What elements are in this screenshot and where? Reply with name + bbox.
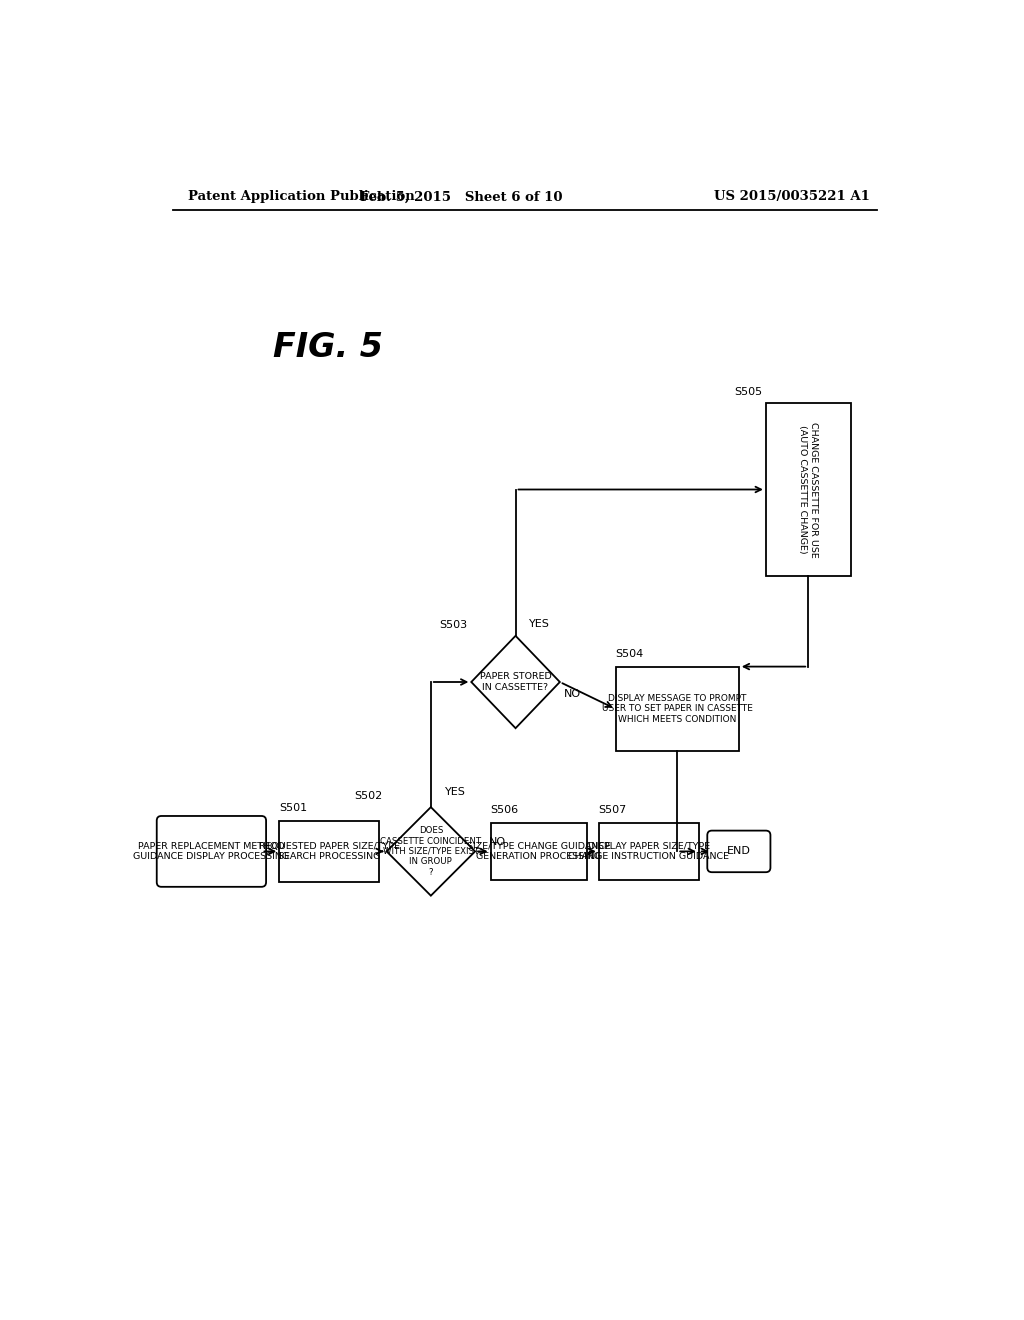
Text: YES: YES — [529, 619, 550, 630]
Text: SIZE/TYPE CHANGE GUIDANCE
GENERATION PROCESSING: SIZE/TYPE CHANGE GUIDANCE GENERATION PRO… — [467, 842, 610, 861]
Text: NO: NO — [489, 837, 506, 847]
Text: NO: NO — [563, 689, 581, 698]
Text: FIG. 5: FIG. 5 — [273, 330, 383, 363]
Text: S502: S502 — [354, 791, 383, 801]
Text: US 2015/0035221 A1: US 2015/0035221 A1 — [714, 190, 869, 203]
Text: END: END — [727, 846, 751, 857]
Bar — [490, 822, 587, 880]
FancyBboxPatch shape — [708, 830, 770, 873]
Text: Patent Application Publication: Patent Application Publication — [188, 190, 415, 203]
Text: DOES
CASSETTE COINCIDENT
WITH SIZE/TYPE EXIST
IN GROUP
?: DOES CASSETTE COINCIDENT WITH SIZE/TYPE … — [380, 826, 481, 876]
Text: S504: S504 — [615, 649, 644, 659]
Text: DISPLAY MESSAGE TO PROMPT
USER TO SET PAPER IN CASSETTE
WHICH MEETS CONDITION: DISPLAY MESSAGE TO PROMPT USER TO SET PA… — [602, 694, 753, 723]
Text: S506: S506 — [490, 805, 519, 814]
Text: YES: YES — [444, 787, 466, 797]
Text: S505: S505 — [734, 387, 762, 397]
Text: Feb. 5, 2015   Sheet 6 of 10: Feb. 5, 2015 Sheet 6 of 10 — [360, 190, 563, 203]
Bar — [280, 821, 379, 882]
Text: DISPLAY PAPER SIZE/TYPE
CHANGE INSTRUCTION GUIDANCE: DISPLAY PAPER SIZE/TYPE CHANGE INSTRUCTI… — [568, 842, 729, 861]
FancyBboxPatch shape — [157, 816, 266, 887]
Polygon shape — [387, 807, 475, 896]
Text: CHANGE CASSETTE FOR USE
(AUTO CASSETTE CHANGE): CHANGE CASSETTE FOR USE (AUTO CASSETTE C… — [799, 421, 818, 557]
Text: S503: S503 — [439, 619, 467, 630]
Text: PAPER STORED
IN CASSETTE?: PAPER STORED IN CASSETTE? — [479, 672, 552, 692]
Text: S507: S507 — [599, 805, 627, 814]
Text: S501: S501 — [280, 803, 307, 813]
Text: PAPER REPLACEMENT METHOD
GUIDANCE DISPLAY PROCESSING: PAPER REPLACEMENT METHOD GUIDANCE DISPLA… — [133, 842, 290, 861]
Bar — [599, 822, 698, 880]
Bar — [766, 403, 851, 576]
Text: REQUESTED PAPER SIZE/TYPE
SEARCH PROCESSING: REQUESTED PAPER SIZE/TYPE SEARCH PROCESS… — [259, 842, 399, 861]
Polygon shape — [471, 636, 560, 729]
Bar — [615, 667, 739, 751]
